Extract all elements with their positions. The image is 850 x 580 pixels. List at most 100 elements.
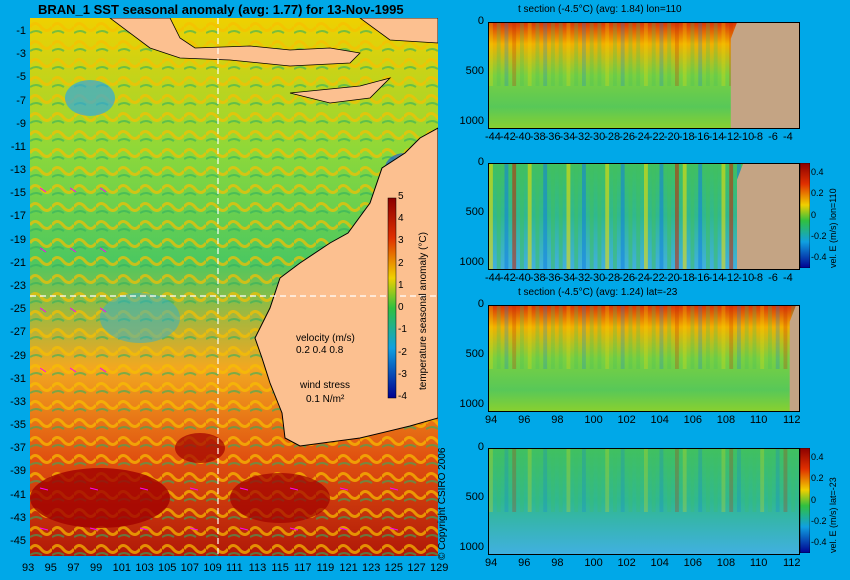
section-panel-1 <box>488 163 800 270</box>
section-stripe <box>628 164 633 269</box>
warm-anomaly <box>175 433 225 463</box>
section-stripe <box>690 164 695 269</box>
section-x-tick: -34 <box>559 272 576 284</box>
section-stripe <box>706 23 710 86</box>
section-stripe <box>760 449 765 512</box>
cool-anomaly <box>65 80 115 116</box>
section-x-tick: -30 <box>589 272 606 284</box>
section-stripe <box>512 306 517 369</box>
cool-anomaly <box>100 293 180 343</box>
section-stripe <box>768 306 772 369</box>
section-stripe <box>535 449 540 512</box>
landmass-indonesia <box>108 17 361 67</box>
section-x-tick: -22 <box>648 131 665 143</box>
section-x-tick: -20 <box>663 272 680 284</box>
section-stripe <box>512 164 517 269</box>
section-stripe <box>737 449 741 512</box>
section-stripe <box>644 164 648 269</box>
section-stripe <box>605 23 610 86</box>
section-stripe <box>543 23 548 86</box>
section-panel-3 <box>488 448 800 555</box>
map-colorbar-tick: 0 <box>398 302 404 314</box>
map-x-tick: 119 <box>316 562 335 574</box>
velocity-colorbar-tick: 0.2 <box>811 188 824 199</box>
section-stripe <box>690 23 695 86</box>
warm-anomaly <box>30 468 170 528</box>
section-stripe <box>605 164 610 269</box>
section-x-tick: -42 <box>499 272 516 284</box>
section-stripe <box>613 449 617 512</box>
section-stripe <box>744 449 749 512</box>
section-stripe <box>713 23 718 86</box>
section-stripe <box>675 164 679 269</box>
section-x-tick: 98 <box>551 414 564 426</box>
section-stripe <box>512 449 517 512</box>
velocity-colorbar-tick: -0.4 <box>811 252 827 262</box>
section-stripe <box>613 23 617 86</box>
section-stripe <box>659 449 664 512</box>
section-stripe <box>504 306 509 369</box>
section-stripe <box>636 23 641 86</box>
section-stripe <box>613 164 617 269</box>
velocity-legend-label: velocity (m/s) <box>296 333 355 344</box>
section-stripe <box>620 23 625 86</box>
section-x-tick: -20 <box>663 131 680 143</box>
velocity-colorbar-tick: 0.4 <box>811 167 824 177</box>
section-stripe <box>566 306 571 369</box>
section-stripe <box>496 306 501 369</box>
section-stripe <box>558 164 563 269</box>
section-stripe <box>729 164 734 269</box>
map-colorbar-tick: -1 <box>398 324 407 336</box>
section-stripe <box>574 23 579 86</box>
section-x-tick: 112 <box>783 557 801 569</box>
section-y-tick: 0 <box>477 156 484 168</box>
section-x-tick: -16 <box>693 131 710 143</box>
section-stripe <box>667 23 672 86</box>
map-colorbar-tick: -3 <box>398 368 407 380</box>
section-x-tick: -24 <box>634 272 650 284</box>
map-x-tick: 121 <box>339 562 358 574</box>
section-x-tick: 112 <box>783 414 801 426</box>
section-stripe <box>628 449 633 512</box>
section-stripe <box>667 164 672 269</box>
section-stripe <box>597 164 602 269</box>
section-stripe <box>566 23 571 86</box>
section-x-tick: -14 <box>708 272 725 284</box>
map-x-tick: 97 <box>67 562 80 574</box>
section-stripe <box>783 306 788 369</box>
section-x-tick: -38 <box>529 272 546 284</box>
copyright-text: © Copyright CSIRO 2006 <box>437 447 448 560</box>
section-stripe <box>713 449 718 512</box>
section-stripe <box>551 164 555 269</box>
section-x-tick: -26 <box>619 131 635 143</box>
section-x-tick: -16 <box>693 272 710 284</box>
map-y-tick: -29 <box>10 349 26 362</box>
velocity-colorbar <box>800 448 810 553</box>
section-x-tick: -30 <box>589 131 606 143</box>
section-stripe <box>659 164 664 269</box>
section-x-tick: -10 <box>738 272 755 284</box>
section-stripe <box>721 23 726 86</box>
section-stripe <box>574 306 579 369</box>
warm-anomaly <box>230 473 330 523</box>
map-colorbar-tick: 3 <box>398 235 404 247</box>
section-x-tick: -8 <box>753 272 763 284</box>
section-y-tick: 0 <box>477 441 484 453</box>
section-stripe <box>706 449 710 512</box>
section-stripe <box>589 164 594 269</box>
section-x-tick: -36 <box>544 131 561 143</box>
section-stripe <box>651 164 656 269</box>
map-x-tick: 117 <box>294 562 312 574</box>
section-x-tick: -40 <box>514 272 531 284</box>
section-x-tick: -40 <box>514 131 531 143</box>
section-title: t section (-4.5°C) (avg: 1.84) lon=110 <box>518 4 682 15</box>
section-x-tick: -28 <box>604 272 621 284</box>
map-y-tick: -21 <box>10 256 26 269</box>
section-stripe <box>489 306 493 369</box>
section-stripe <box>589 449 594 512</box>
section-stripe <box>582 164 586 269</box>
map-colorbar-tick: 5 <box>398 191 404 202</box>
map-y-tick: -1 <box>16 25 26 37</box>
section-stripe <box>682 449 687 512</box>
section-x-tick: -12 <box>723 272 740 284</box>
